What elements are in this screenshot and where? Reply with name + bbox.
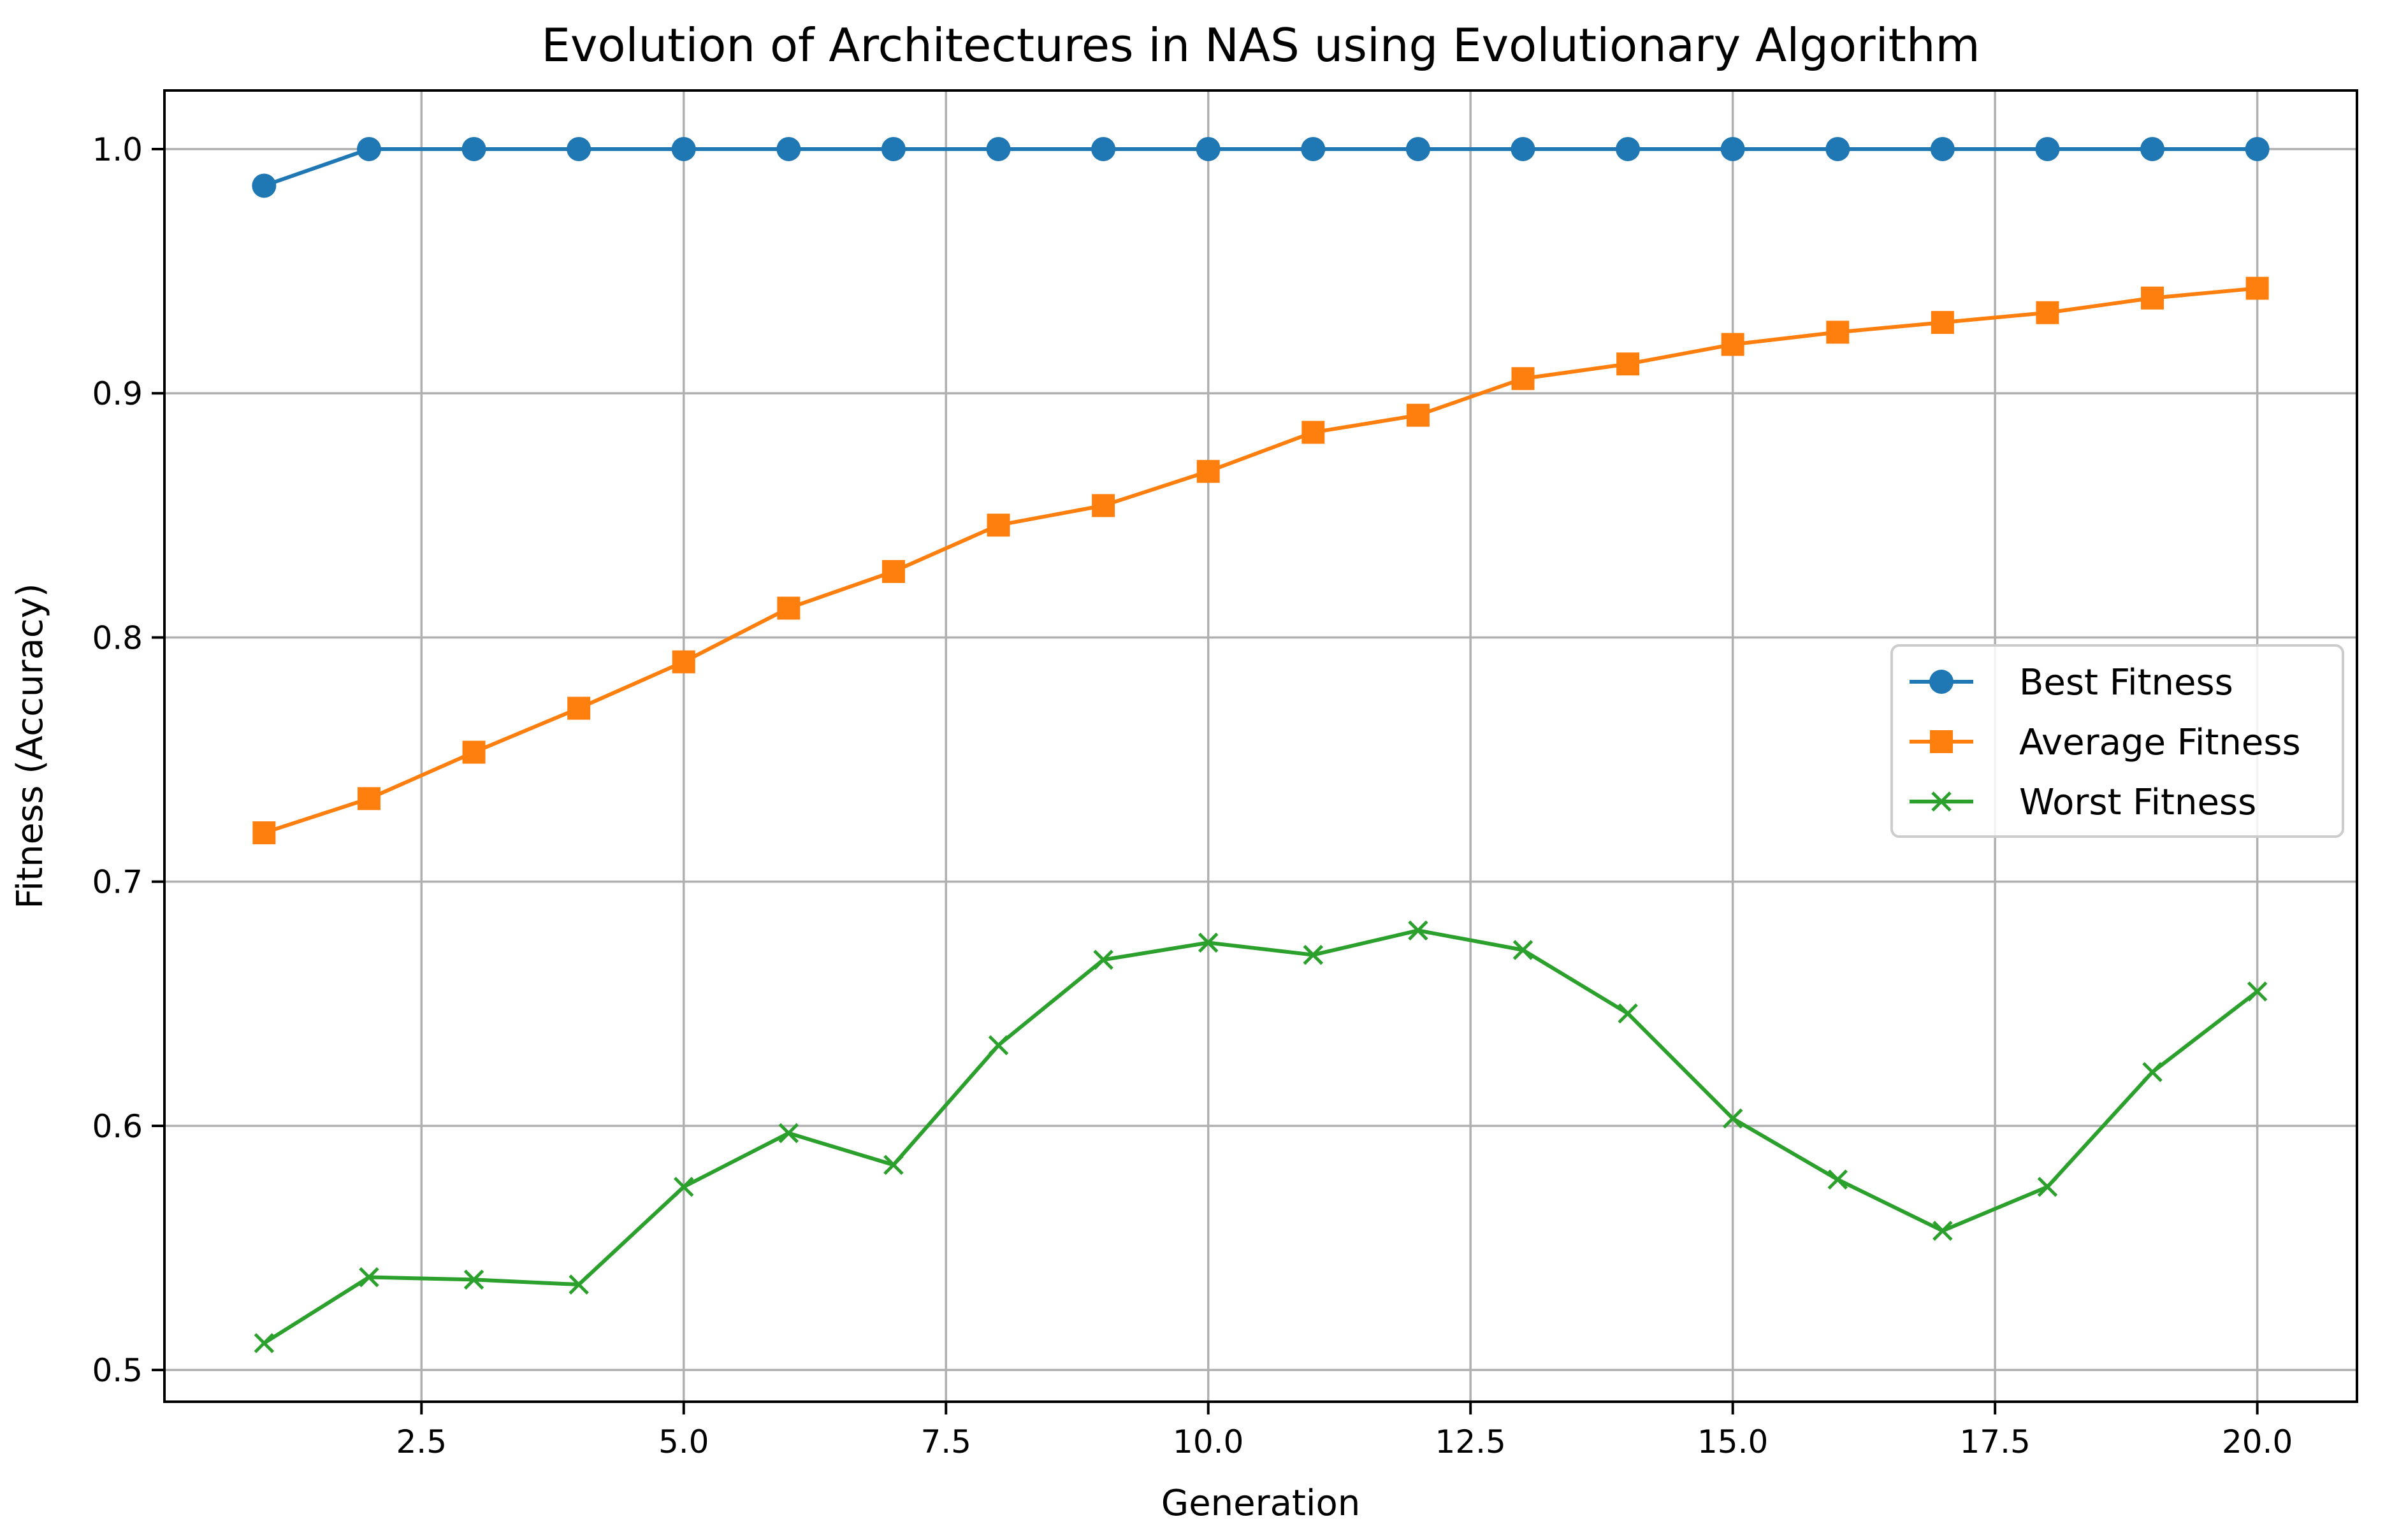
best-fitness-point <box>461 136 486 161</box>
legend-item-worst-fitness: Worst Fitness <box>1910 782 2256 823</box>
y-tick-label: 0.9 <box>92 375 143 412</box>
x-tick-label: 5.0 <box>658 1423 709 1460</box>
best-fitness-point <box>1825 136 1850 161</box>
legend-label: Average Fitness <box>2019 722 2301 763</box>
average-fitness-point <box>1511 367 1535 391</box>
average-fitness-point <box>357 787 381 810</box>
worst-fitness-point <box>988 1035 1009 1056</box>
best-fitness-point <box>1930 136 1955 161</box>
average-fitness-point <box>672 650 695 673</box>
legend-swatch-marker <box>1931 791 1952 812</box>
plot-frame <box>163 89 2358 1403</box>
average-fitness-point <box>1406 403 1430 427</box>
y-axis-label: Fitness (Accuracy) <box>10 583 51 909</box>
best-fitness-point <box>1511 136 1535 161</box>
x-axis-label: Generation <box>1161 1483 1360 1524</box>
best-fitness-point <box>252 173 277 198</box>
worst-fitness-line <box>263 928 2259 1345</box>
best-fitness-point <box>1616 136 1641 161</box>
worst-fitness-point <box>569 1274 589 1295</box>
legend: Best Fitness Average Fitness Worst Fitness <box>1890 644 2344 838</box>
average-fitness-point <box>1931 311 1954 335</box>
legend-swatch-marker <box>1929 670 1954 694</box>
average-fitness-point <box>2141 286 2164 310</box>
legend-swatch-marker <box>1930 730 1953 753</box>
y-tick-label: 0.8 <box>92 619 143 656</box>
y-tick-label: 0.7 <box>92 864 143 901</box>
average-fitness-point <box>1721 333 1744 356</box>
worst-fitness-point <box>1093 949 1113 970</box>
best-fitness-point <box>2140 136 2165 161</box>
worst-fitness-point <box>359 1267 379 1288</box>
legend-box <box>1890 644 2344 838</box>
best-fitness-point <box>1301 136 1326 161</box>
average-fitness-point <box>567 696 591 720</box>
worst-fitness-point <box>778 1123 799 1144</box>
y-tick-label: 0.6 <box>92 1108 143 1145</box>
best-fitness-point <box>2245 136 2270 161</box>
x-tick-label: 7.5 <box>920 1423 971 1460</box>
best-fitness-point <box>776 136 801 161</box>
average-fitness-point <box>881 559 905 583</box>
average-fitness-point <box>2036 301 2059 324</box>
worst-fitness-point <box>673 1176 694 1197</box>
worst-fitness-point <box>1408 920 1428 941</box>
best-fitness-point <box>1196 136 1221 161</box>
worst-fitness-point <box>1303 944 1324 965</box>
best-fitness-point <box>671 136 696 161</box>
y-tick-label: 1.0 <box>92 131 143 168</box>
axis-ticks: 2.5 5.0 7.5 10.0 12.5 15.0 17.5 20.0 0.5 0.6 0.7 0.… <box>92 131 2293 1460</box>
y-tick-label: 0.5 <box>92 1352 143 1389</box>
worst-fitness-point <box>254 1333 275 1353</box>
chart-title: Evolution of Architectures in NAS using … <box>541 18 1980 72</box>
legend-label: Worst Fitness <box>2019 782 2256 823</box>
average-fitness-point <box>1092 494 1115 517</box>
average-fitness-point <box>1826 320 1850 344</box>
worst-fitness-point <box>1932 1220 1953 1241</box>
average-fitness-point <box>1616 352 1640 376</box>
legend-label: Best Fitness <box>2019 662 2233 703</box>
best-fitness-point <box>1720 136 1745 161</box>
best-fitness-point <box>356 136 381 161</box>
average-fitness-line <box>263 286 2258 835</box>
best-fitness-point <box>1405 136 1430 161</box>
average-fitness-point <box>252 821 276 845</box>
average-fitness-point <box>987 514 1010 537</box>
x-tick-label: 17.5 <box>1959 1423 2030 1460</box>
worst-fitness-point <box>1618 1003 1638 1024</box>
average-fitness-point <box>1196 459 1220 483</box>
x-tick-label: 15.0 <box>1697 1423 1768 1460</box>
worst-fitness-point <box>2037 1176 2058 1197</box>
worst-fitness-point <box>1198 932 1219 953</box>
best-fitness-series <box>252 136 2270 198</box>
legend-item-best-fitness: Best Fitness <box>1910 662 2233 703</box>
worst-fitness-point <box>463 1269 484 1290</box>
worst-fitness-point <box>2247 981 2268 1002</box>
x-tick-label: 20.0 <box>2222 1423 2293 1460</box>
average-fitness-series <box>252 277 2269 845</box>
average-fitness-point <box>2245 277 2269 300</box>
worst-fitness-series <box>254 920 2268 1353</box>
best-fitness-point <box>1091 136 1116 161</box>
average-fitness-point <box>777 596 801 620</box>
legend-item-average-fitness: Average Fitness <box>1910 722 2301 763</box>
worst-fitness-point <box>2142 1061 2163 1083</box>
average-fitness-point <box>462 740 486 764</box>
average-fitness-point <box>1301 421 1325 444</box>
worst-fitness-point <box>883 1155 904 1176</box>
x-tick-label: 2.5 <box>396 1423 447 1460</box>
best-fitness-point <box>986 136 1011 161</box>
worst-fitness-point <box>1827 1169 1848 1190</box>
best-fitness-point <box>881 136 906 161</box>
best-fitness-line <box>263 147 2258 188</box>
best-fitness-point <box>2035 136 2060 161</box>
worst-fitness-point <box>1512 940 1533 960</box>
best-fitness-point <box>567 136 591 161</box>
x-tick-label: 10.0 <box>1173 1423 1243 1460</box>
series-layer <box>252 136 2270 1353</box>
worst-fitness-point <box>1722 1108 1743 1129</box>
x-tick-label: 12.5 <box>1435 1423 1506 1460</box>
